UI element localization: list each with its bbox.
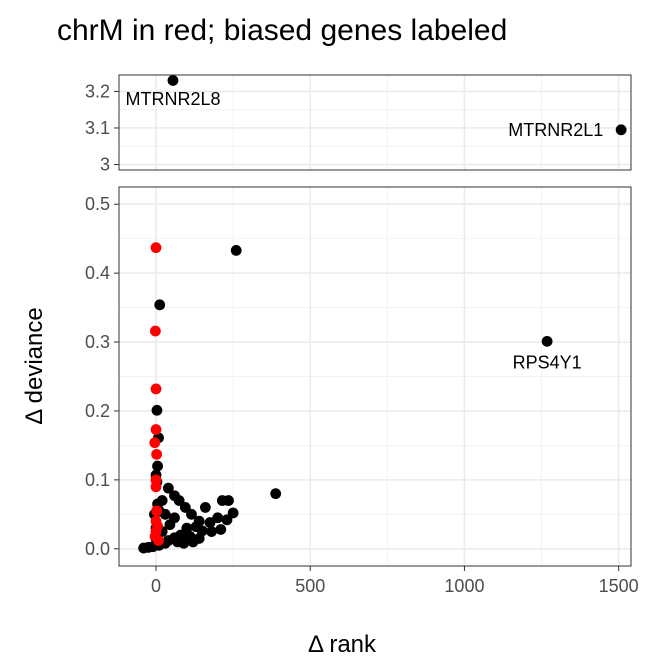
data-point	[151, 448, 163, 460]
lower-panel-y-axis: 0.0 0.1 0.2 0.3 0.4 0.5	[85, 194, 119, 559]
data-point	[150, 383, 162, 395]
lower-panel-border	[118, 186, 632, 567]
lower-y-tick-label: 0.0	[85, 539, 110, 559]
x-tick-label: 1000	[444, 576, 484, 596]
data-point	[215, 524, 227, 535]
data-point	[151, 505, 163, 517]
upper-panel: MTRNR2L8 MTRNR2L1 3 3.1 3.2	[85, 74, 632, 175]
lower-y-tick-label: 0.5	[85, 194, 110, 214]
data-point	[164, 519, 176, 531]
upper-panel-y-axis: 3 3.1 3.2	[85, 81, 119, 175]
data-point	[223, 495, 234, 506]
data-point	[204, 517, 216, 528]
lower-y-tick-label: 0.4	[85, 263, 110, 283]
y-axis-title: Δ deviance	[21, 307, 48, 424]
data-point	[541, 335, 553, 347]
gene-label: MTRNR2L8	[125, 89, 220, 109]
data-point	[181, 522, 193, 534]
gene-label: RPS4Y1	[513, 353, 582, 373]
upper-panel-annotations: MTRNR2L8 MTRNR2L1	[125, 89, 603, 140]
lower-y-tick-label: 0.1	[85, 470, 110, 490]
data-point	[615, 124, 627, 136]
lower-y-tick-label: 0.3	[85, 332, 110, 352]
data-point	[150, 424, 162, 435]
data-point	[227, 507, 239, 519]
upper-panel-points	[167, 75, 627, 136]
data-point	[150, 481, 162, 493]
data-point	[150, 242, 162, 254]
data-point	[149, 530, 161, 542]
data-point	[199, 502, 211, 513]
data-point	[149, 437, 161, 449]
lower-panel: RPS4Y1 0.0 0.1 0.2 0.3 0.4 0.5 0 500 1000 1500	[85, 186, 639, 596]
x-tick-label: 0	[151, 576, 161, 596]
chart-title: chrM in red; biased genes labeled	[57, 14, 507, 47]
x-tick-label: 500	[295, 576, 325, 596]
data-point	[230, 244, 242, 256]
data-point	[187, 536, 199, 548]
lower-panel-annotations: RPS4Y1	[513, 353, 582, 373]
upper-y-tick-label: 3	[100, 155, 110, 175]
data-point	[212, 512, 224, 524]
lower-panel-grid	[119, 187, 631, 566]
data-point	[179, 502, 191, 513]
data-point	[154, 299, 166, 311]
data-point	[138, 542, 150, 554]
data-point	[162, 482, 174, 494]
upper-y-tick-label: 3.1	[85, 118, 110, 138]
data-point	[178, 537, 190, 549]
data-point	[186, 508, 197, 520]
data-point	[173, 495, 185, 506]
x-tick-label: 1500	[599, 576, 639, 596]
upper-panel-grid	[119, 75, 631, 170]
data-point	[149, 325, 161, 337]
lower-panel-points	[138, 242, 553, 554]
data-point	[270, 488, 282, 500]
upper-y-tick-label: 3.2	[85, 81, 110, 101]
x-axis: 0 500 1000 1500	[151, 566, 639, 596]
gene-label: MTRNR2L1	[508, 120, 603, 140]
upper-panel-border	[118, 74, 632, 171]
data-point	[206, 526, 217, 537]
lower-y-tick-label: 0.2	[85, 401, 110, 421]
data-point	[152, 460, 163, 472]
data-point	[151, 404, 163, 416]
data-point	[167, 75, 179, 86]
x-axis-title: Δ rank	[308, 631, 377, 658]
data-point	[221, 514, 233, 526]
